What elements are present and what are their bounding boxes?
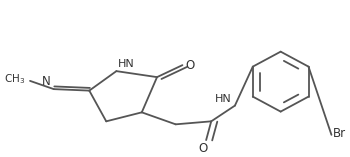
Text: O: O — [198, 142, 208, 155]
Text: Br: Br — [333, 127, 346, 140]
Text: N: N — [42, 75, 50, 88]
Text: HN: HN — [118, 59, 135, 69]
Text: HN: HN — [215, 94, 232, 104]
Text: CH$_3$: CH$_3$ — [4, 73, 25, 86]
Text: O: O — [186, 59, 195, 72]
